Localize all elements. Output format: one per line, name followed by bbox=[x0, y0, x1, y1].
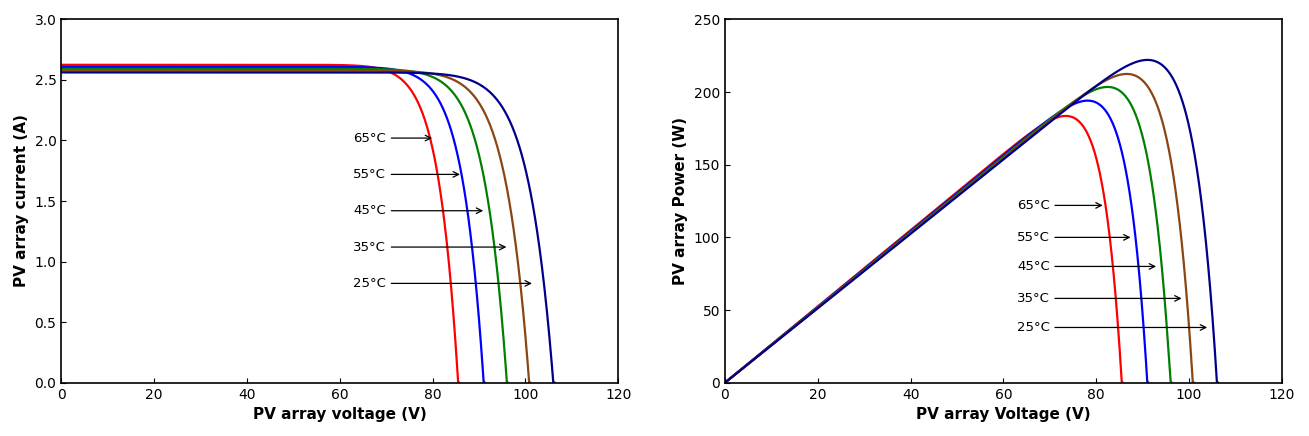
Text: 35°C: 35°C bbox=[1017, 292, 1050, 305]
X-axis label: PV array Voltage (V): PV array Voltage (V) bbox=[916, 407, 1090, 422]
Text: 35°C: 35°C bbox=[353, 241, 386, 254]
Y-axis label: PV array current (A): PV array current (A) bbox=[14, 115, 29, 287]
Text: 25°C: 25°C bbox=[353, 277, 386, 290]
Text: 55°C: 55°C bbox=[1017, 231, 1050, 244]
X-axis label: PV array voltage (V): PV array voltage (V) bbox=[253, 407, 427, 422]
Text: 45°C: 45°C bbox=[353, 204, 386, 217]
Text: 45°C: 45°C bbox=[1017, 260, 1050, 273]
Text: 65°C: 65°C bbox=[353, 132, 386, 145]
Text: 25°C: 25°C bbox=[1017, 321, 1050, 334]
Text: 65°C: 65°C bbox=[1017, 199, 1050, 212]
Text: 55°C: 55°C bbox=[353, 168, 386, 181]
Y-axis label: PV array Power (W): PV array Power (W) bbox=[673, 117, 689, 285]
